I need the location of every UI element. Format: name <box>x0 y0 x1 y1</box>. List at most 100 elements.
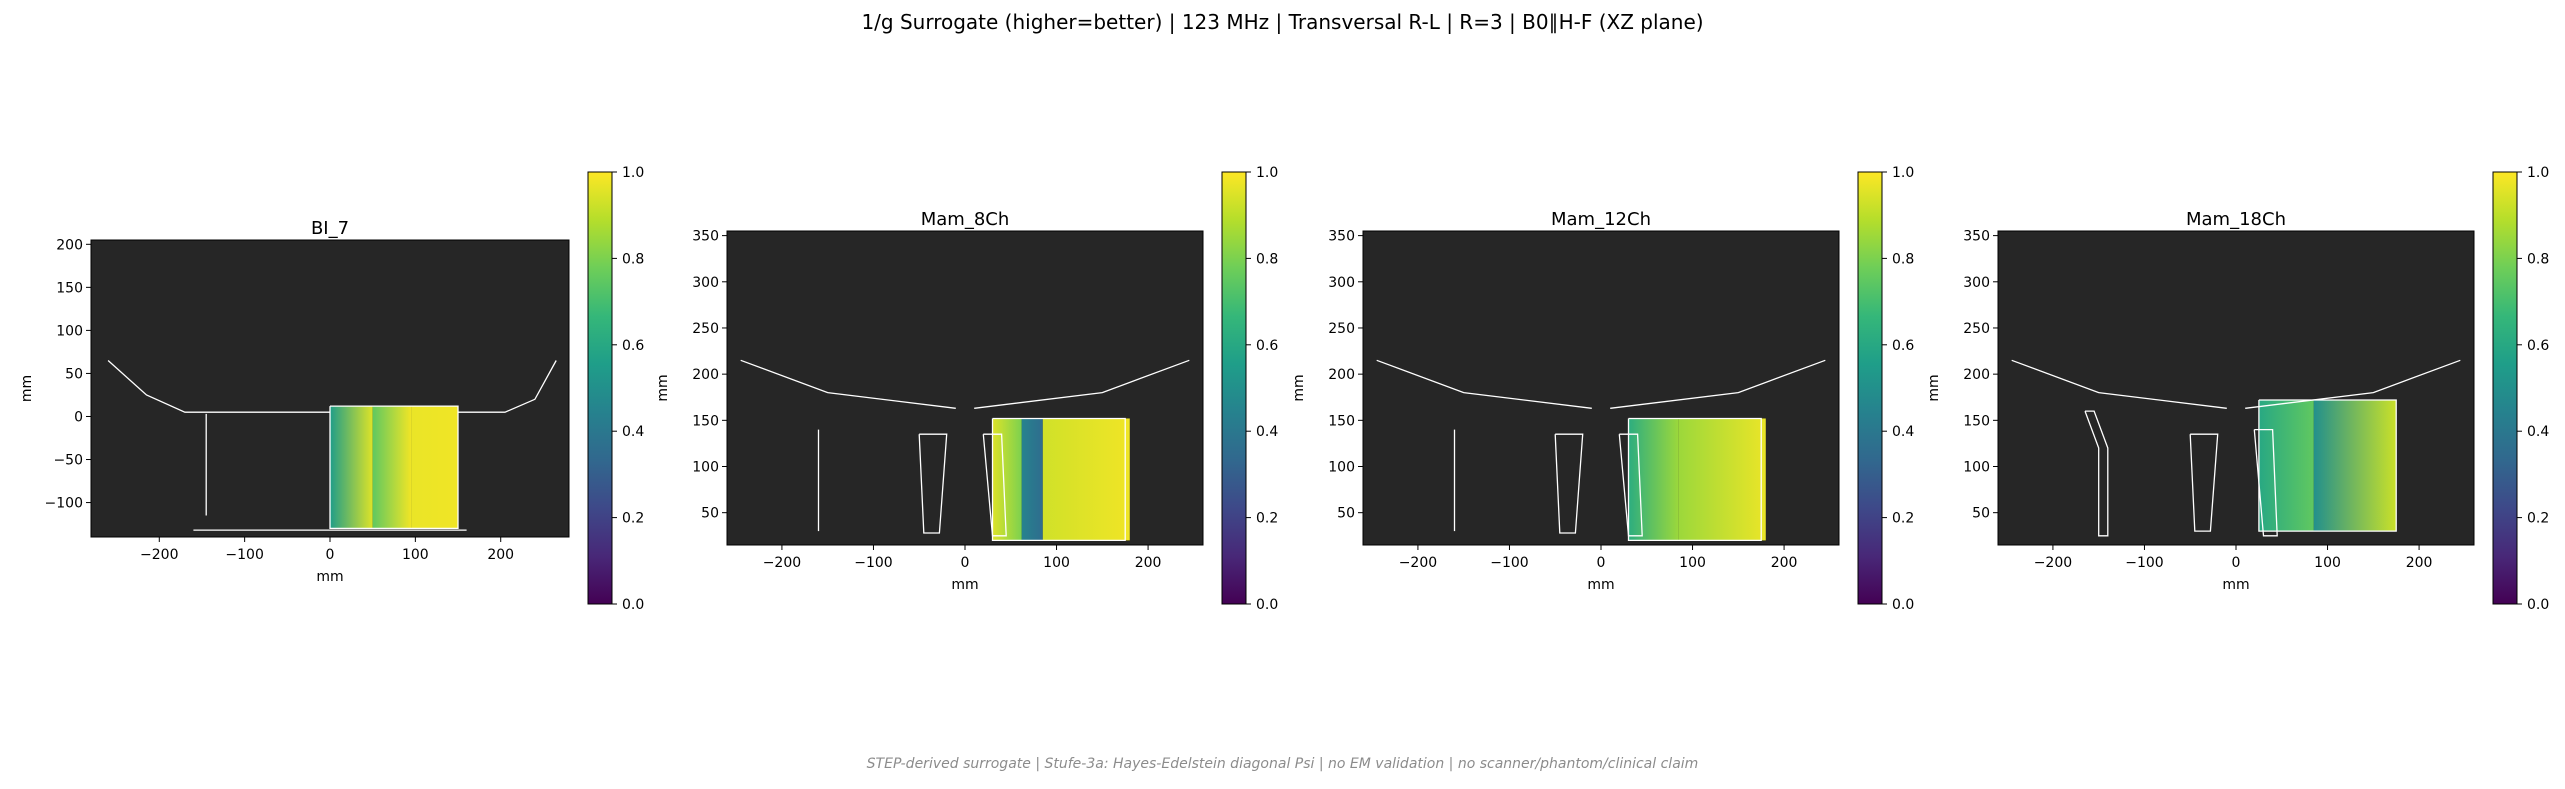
colorbar-tick-label: 0.0 <box>1256 597 1278 613</box>
panel-2: −200 −100 0 100 200 50 100 150 200 250 300 350 mm mm M… <box>1291 165 1914 613</box>
x-tick-label: 100 <box>1043 555 1070 571</box>
y-tick-label: 300 <box>1963 275 1990 291</box>
x-axis-label: mm <box>2222 577 2249 593</box>
y-tick-label: 350 <box>1328 229 1355 245</box>
y-tick-label: 250 <box>692 321 719 337</box>
colorbar-tick-label: 0.0 <box>622 597 644 613</box>
x-tick-label: −100 <box>2125 555 2163 571</box>
x-axis-label: mm <box>1587 577 1614 593</box>
y-tick-label: 100 <box>692 460 719 476</box>
y-tick-label: 150 <box>1328 413 1355 429</box>
y-tick-label: 100 <box>56 323 83 339</box>
colorbar-tick-label: 0.4 <box>1256 424 1278 440</box>
heatmap-region <box>330 406 373 529</box>
y-tick-label: 50 <box>701 506 719 522</box>
heatmap-region <box>992 418 1022 541</box>
figure-title: 1/g Surrogate (higher=better) | 123 MHz … <box>861 10 1704 34</box>
x-tick-label: 100 <box>2314 555 2341 571</box>
x-tick-label: 0 <box>2232 555 2241 571</box>
colorbar-tick-label: 0.2 <box>622 511 644 527</box>
coil-outline <box>2258 399 2397 532</box>
heatmap-region <box>1021 418 1043 541</box>
y-tick-label: 250 <box>1963 321 1990 337</box>
coil-outline <box>2245 359 2461 409</box>
y-tick-label: 200 <box>1963 367 1990 383</box>
y-tick-label: −50 <box>53 453 83 469</box>
coil-outline <box>107 360 330 413</box>
colorbar-tick-label: 1.0 <box>1892 165 1914 181</box>
panel-title: Mam_8Ch <box>921 209 1010 230</box>
coil-outline <box>991 417 1126 542</box>
colorbar-tick-label: 0.4 <box>1892 424 1914 440</box>
colorbar <box>587 171 613 605</box>
y-tick-label: −100 <box>45 496 83 512</box>
y-tick-label: 50 <box>1972 506 1990 522</box>
coil-outline <box>974 359 1190 409</box>
x-tick-label: 0 <box>961 555 970 571</box>
x-tick-label: 100 <box>1679 555 1706 571</box>
y-axis-label: mm <box>655 374 671 401</box>
plot-area <box>727 231 1203 545</box>
heatmap-region <box>372 406 412 529</box>
y-tick-label: 50 <box>65 366 83 382</box>
coil-outline <box>1627 417 1762 542</box>
y-tick-label: 200 <box>56 237 83 253</box>
colorbar-tick-label: 0.8 <box>622 251 644 267</box>
colorbar-tick-label: 1.0 <box>622 165 644 181</box>
x-tick-label: 0 <box>326 547 335 563</box>
coil-outline <box>1610 359 1826 409</box>
panel-3: −200 −100 0 100 200 50 100 150 200 250 300 350 mm mm M… <box>1926 165 2549 613</box>
heatmap-region <box>1628 418 1679 541</box>
x-tick-label: 200 <box>1135 555 1162 571</box>
coil-outline <box>458 360 557 413</box>
colorbar-tick-label: 1.0 <box>1256 165 1278 181</box>
x-tick-label: 100 <box>402 547 429 563</box>
y-tick-label: 300 <box>692 275 719 291</box>
panel-title: Mam_12Ch <box>1551 209 1651 230</box>
y-tick-label: 250 <box>1328 321 1355 337</box>
colorbar-tick-label: 0.8 <box>1892 251 1914 267</box>
coil-outline <box>740 359 956 409</box>
x-tick-label: 200 <box>2406 555 2433 571</box>
coil-outline <box>2189 433 2219 532</box>
heatmap-region <box>2258 400 2314 532</box>
colorbar <box>2492 171 2518 605</box>
coil-outline <box>2011 359 2227 409</box>
coil-outline <box>1618 433 1643 537</box>
colorbar-tick-label: 0.2 <box>2527 511 2549 527</box>
panel-1: −200 −100 0 100 200 50 100 150 200 250 300 350 mm mm M… <box>655 165 1278 613</box>
coil-outline <box>1554 433 1584 534</box>
heatmap-region <box>1678 418 1766 541</box>
x-tick-label: 0 <box>1597 555 1606 571</box>
colorbar-tick-label: 0.6 <box>1892 338 1914 354</box>
colorbar-tick-label: 0.6 <box>2527 338 2549 354</box>
colorbar <box>1857 171 1883 605</box>
panels: −200 −100 0 100 200 −100 −50 0 50 100 150 200 mm mm BI… <box>19 165 2549 613</box>
y-tick-label: 50 <box>1337 506 1355 522</box>
x-tick-label: −100 <box>854 555 892 571</box>
coil-outline <box>329 405 459 530</box>
x-tick-label: −200 <box>2034 555 2072 571</box>
coil-outline <box>2253 428 2278 537</box>
y-tick-label: 350 <box>692 229 719 245</box>
heatmap-region <box>2313 400 2397 532</box>
x-tick-label: 200 <box>487 547 514 563</box>
colorbar-tick-label: 0.8 <box>1256 251 1278 267</box>
x-axis-label: mm <box>316 569 343 585</box>
y-axis-label: mm <box>1926 374 1942 401</box>
y-tick-label: 150 <box>692 413 719 429</box>
colorbar-tick-label: 0.4 <box>2527 424 2549 440</box>
coil-outline <box>2084 410 2109 537</box>
plot-area <box>1363 231 1839 545</box>
coil-outline <box>1376 359 1592 409</box>
colorbar-tick-label: 0.2 <box>1256 511 1278 527</box>
y-tick-label: 100 <box>1963 460 1990 476</box>
colorbar-tick-label: 1.0 <box>2527 165 2549 181</box>
colorbar-tick-label: 0.2 <box>1892 511 1914 527</box>
colorbar-tick-label: 0.4 <box>622 424 644 440</box>
colorbar-tick-label: 0.6 <box>1256 338 1278 354</box>
y-tick-label: 0 <box>74 409 83 425</box>
y-axis-label: mm <box>1291 374 1307 401</box>
panel-0: −200 −100 0 100 200 −100 −50 0 50 100 150 200 mm mm BI… <box>19 165 644 613</box>
